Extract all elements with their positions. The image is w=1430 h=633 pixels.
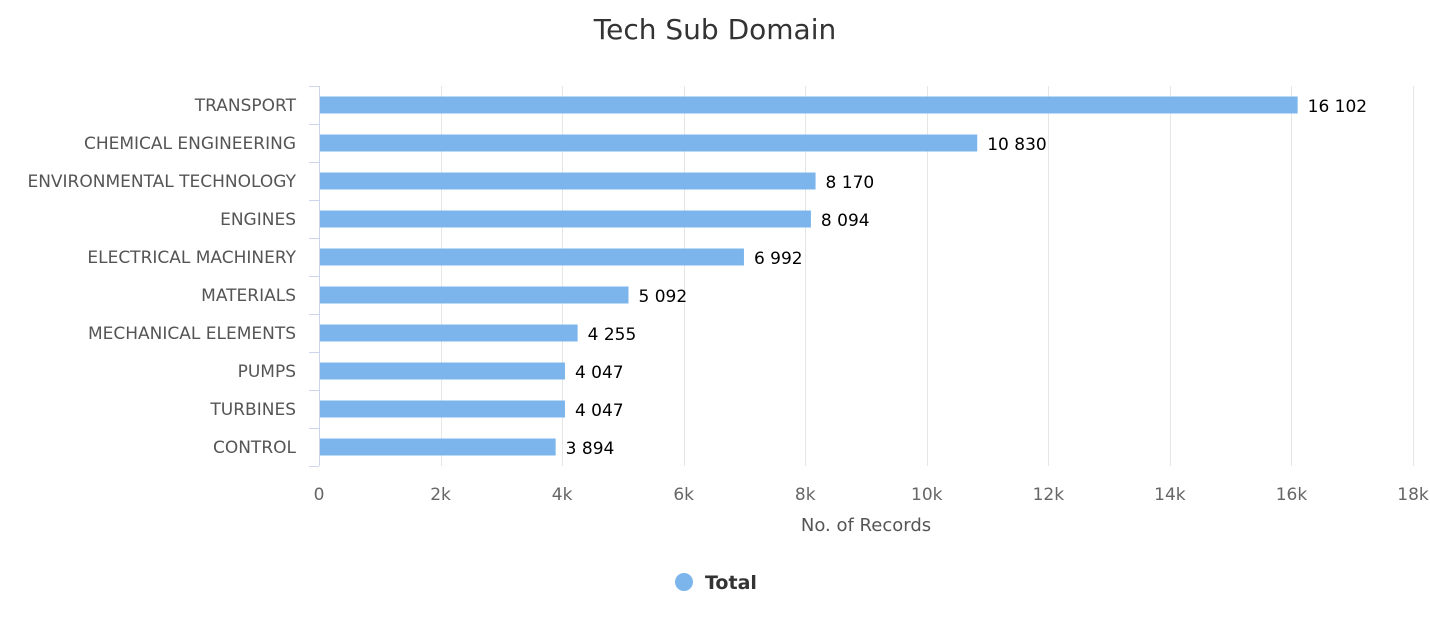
data-label: 8 094: [821, 211, 870, 231]
bar[interactable]: [320, 286, 629, 304]
data-label: 5 092: [638, 287, 687, 307]
category-label: CONTROL: [213, 438, 297, 458]
x-axis-ticks: 0 2k 4k 6k 8k 10k 12k 14k 16k 18k: [314, 485, 1429, 505]
data-label: 4 255: [588, 325, 637, 345]
category-label: MECHANICAL ELEMENTS: [88, 324, 296, 344]
x-tick-label: 4k: [552, 485, 573, 505]
category-label: ENGINES: [220, 210, 296, 230]
category-labels: TRANSPORT CHEMICAL ENGINEERING ENVIRONMENT…: [27, 96, 296, 458]
x-tick-label: 10k: [911, 485, 943, 505]
x-tick-label: 14k: [1154, 485, 1186, 505]
x-tick-label: 16k: [1276, 485, 1308, 505]
category-label: TURBINES: [209, 400, 296, 420]
bar[interactable]: [320, 362, 565, 380]
legend[interactable]: Total: [675, 572, 757, 594]
legend-label-total: Total: [705, 572, 757, 594]
data-label: 8 170: [826, 173, 875, 193]
category-label: CHEMICAL ENGINEERING: [84, 134, 296, 154]
data-label: 3 894: [566, 439, 615, 459]
category-label: ENVIRONMENTAL TECHNOLOGY: [27, 172, 296, 192]
x-axis-title: No. of Records: [801, 515, 931, 536]
category-label: ELECTRICAL MACHINERY: [87, 248, 296, 268]
category-label: TRANSPORT: [194, 96, 297, 116]
bar[interactable]: [320, 400, 565, 418]
data-label: 6 992: [754, 249, 803, 269]
x-tick-label: 8k: [795, 485, 816, 505]
data-label: 4 047: [575, 401, 624, 421]
bars: [320, 96, 1298, 456]
bar[interactable]: [320, 324, 578, 342]
category-label: PUMPS: [238, 362, 296, 382]
x-tick-label: 6k: [673, 485, 694, 505]
category-label: MATERIALS: [201, 286, 296, 306]
data-label: 4 047: [575, 363, 624, 383]
data-label: 16 102: [1308, 97, 1367, 117]
bar[interactable]: [320, 96, 1298, 114]
bar[interactable]: [320, 134, 978, 152]
bar[interactable]: [320, 172, 816, 190]
data-label: 10 830: [987, 135, 1046, 155]
bar[interactable]: [320, 438, 556, 456]
bar[interactable]: [320, 210, 811, 228]
chart-title: Tech Sub Domain: [593, 13, 836, 46]
x-tick-label: 0: [314, 485, 325, 505]
x-tick-label: 18k: [1397, 485, 1429, 505]
bar[interactable]: [320, 248, 744, 266]
legend-marker: [675, 573, 693, 591]
x-tick-label: 2k: [430, 485, 451, 505]
x-tick-label: 12k: [1033, 485, 1065, 505]
